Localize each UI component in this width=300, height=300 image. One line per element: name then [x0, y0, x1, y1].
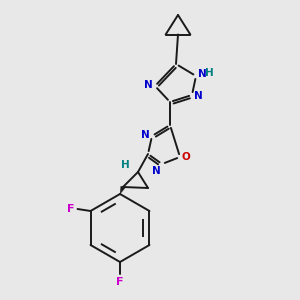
Text: N: N — [152, 166, 161, 176]
Text: N: N — [144, 80, 153, 90]
Text: F: F — [67, 204, 75, 214]
Text: N: N — [194, 91, 203, 101]
Text: H: H — [121, 160, 130, 170]
Text: O: O — [182, 152, 191, 162]
Polygon shape — [120, 186, 125, 194]
Text: N: N — [198, 69, 207, 79]
Text: F: F — [116, 277, 124, 287]
Text: H: H — [205, 68, 214, 78]
Text: N: N — [141, 130, 150, 140]
